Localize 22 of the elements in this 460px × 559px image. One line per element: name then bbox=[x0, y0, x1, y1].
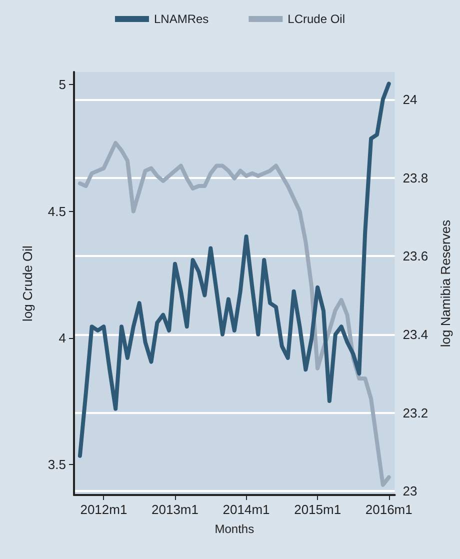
x-tick-label: 2013m1 bbox=[152, 502, 198, 517]
y2-tick-label: 23.6 bbox=[402, 248, 428, 264]
y2-tick-label: 23 bbox=[402, 484, 418, 499]
y2-tick-label: 24 bbox=[402, 92, 418, 107]
legend-label: LCrude Oil bbox=[288, 12, 346, 26]
y-axis-title: log Crude Oil bbox=[20, 245, 35, 322]
y-tick-label: 4.5 bbox=[48, 204, 66, 219]
y2-tick-label: 23.4 bbox=[402, 326, 428, 342]
y2-axis-title: log Namibia Reserves bbox=[438, 219, 453, 348]
line-series bbox=[78, 82, 391, 458]
x-tick-label: 2015m1 bbox=[294, 502, 342, 517]
y2-tick-label: 23.8 bbox=[402, 170, 428, 186]
x-tick-label: 2014m1 bbox=[222, 502, 270, 517]
y-tick-label: 4 bbox=[58, 330, 66, 346]
y2-tick-label: 23.2 bbox=[402, 405, 428, 420]
x-axis-title: Months bbox=[214, 522, 254, 536]
legend-label: LNAMRes bbox=[154, 12, 209, 26]
x-tick-label: 2016m1 bbox=[365, 502, 412, 517]
x-tick-label: 2012m1 bbox=[80, 502, 128, 517]
y-tick-label: 3.5 bbox=[48, 457, 66, 472]
line-series bbox=[78, 140, 391, 487]
y-tick-label: 5 bbox=[58, 77, 66, 92]
